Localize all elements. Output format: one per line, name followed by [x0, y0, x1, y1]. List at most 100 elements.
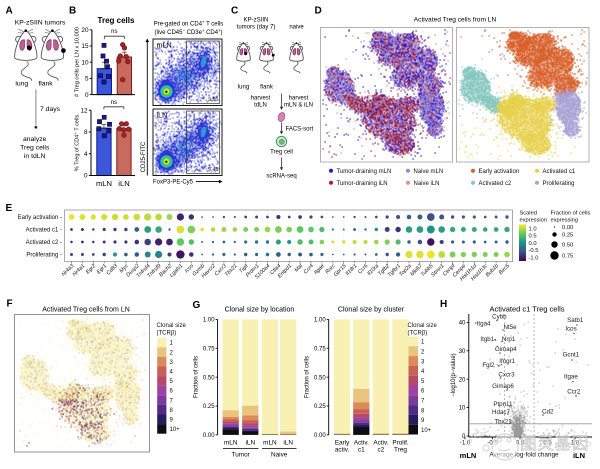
svg-text:lung: lung [238, 85, 249, 91]
svg-text:Treg cells: Treg cells [20, 145, 50, 152]
svg-text:9: 9 [170, 418, 174, 424]
svg-text:iLN: iLN [283, 440, 293, 447]
svg-text:10+: 10+ [421, 428, 432, 434]
svg-text:C: C [231, 6, 238, 17]
svg-text:Tumor: Tumor [232, 452, 251, 459]
svg-text:10: 10 [459, 406, 466, 412]
svg-text:8: 8 [421, 408, 425, 414]
svg-text:# Treg cells per LN x 10,000: # Treg cells per LN x 10,000 [75, 27, 81, 97]
svg-text:flank: flank [38, 81, 53, 88]
svg-text:Treg cells: Treg cells [98, 16, 135, 25]
svg-text:0.50: 0.50 [314, 375, 326, 381]
svg-text:Clonal size: Clonal size [408, 323, 438, 329]
svg-text:Cybb: Cybb [492, 313, 507, 320]
svg-text:0: 0 [462, 434, 466, 440]
svg-text:FoxP3-PE-Cy5: FoxP3-PE-Cy5 [153, 180, 194, 186]
svg-text:Itga4: Itga4 [477, 321, 491, 328]
svg-text:9.43: 9.43 [208, 167, 218, 173]
svg-text:B: B [69, 6, 76, 17]
svg-text:10: 10 [81, 59, 89, 66]
svg-text:E: E [6, 203, 13, 214]
svg-text:analyze: analyze [23, 136, 47, 143]
svg-text:Ptpn11: Ptpn11 [493, 401, 513, 408]
svg-text:30: 30 [459, 349, 466, 355]
svg-text:Proliferating -: Proliferating - [26, 253, 62, 259]
svg-text:Activ.: Activ. [373, 440, 388, 447]
svg-text:0.25: 0.25 [314, 404, 326, 410]
svg-text:0.00: 0.00 [562, 225, 573, 231]
svg-text:1: 1 [421, 340, 425, 346]
svg-text:Treg: Treg [394, 447, 407, 454]
svg-text:8: 8 [170, 408, 174, 414]
svg-text:7: 7 [421, 399, 425, 405]
svg-text:FACS-sort: FACS-sort [286, 127, 314, 133]
svg-text:1.00: 1.00 [203, 318, 215, 324]
svg-text:harvest: harvest [289, 96, 309, 102]
svg-text:mLN: mLN [96, 179, 112, 188]
svg-text:(live CD45− CD3e+ CD4+): (live CD45− CD3e+ CD4+) [154, 28, 222, 36]
svg-text:Clonal size: Clonal size [157, 323, 187, 329]
svg-text:naive: naive [289, 25, 304, 31]
svg-text:Activated c1 Treg cells: Activated c1 Treg cells [489, 305, 564, 314]
svg-text:iLN: iLN [157, 111, 168, 120]
svg-text:iLN: iLN [118, 179, 129, 188]
svg-text:Nrp1: Nrp1 [502, 336, 516, 343]
svg-text:Activated Treg cells from LN: Activated Treg cells from LN [42, 307, 130, 314]
svg-text:Cxcr3: Cxcr3 [498, 372, 515, 379]
svg-text:mLN: mLN [224, 440, 238, 447]
svg-text:ns: ns [111, 29, 117, 35]
svg-text:Activated Treg cells from LN: Activated Treg cells from LN [414, 17, 497, 24]
svg-text:activ.: activ. [335, 447, 350, 454]
svg-text:c2: c2 [378, 447, 385, 454]
svg-text:Tumor-draining iLN: Tumor-draining iLN [337, 181, 388, 187]
svg-text:-0.5: -0.5 [529, 248, 539, 254]
svg-text:F: F [7, 299, 13, 310]
svg-text:Cd2: Cd2 [542, 408, 554, 415]
svg-text:mLN: mLN [157, 41, 172, 50]
svg-text:Fraction of cells: Fraction of cells [194, 356, 200, 398]
svg-text:Icos: Icos [565, 325, 576, 332]
svg-text:3: 3 [421, 359, 425, 365]
svg-text:Clonal size by location: Clonal size by location [225, 307, 295, 314]
svg-text:4: 4 [170, 370, 174, 376]
svg-text:9: 9 [421, 418, 425, 424]
svg-text:1.0: 1.0 [571, 440, 580, 446]
svg-text:1.00: 1.00 [314, 318, 326, 324]
svg-text:Myc: Myc [119, 263, 130, 274]
svg-text:Naive mLN: Naive mLN [414, 169, 444, 175]
svg-text:Activated c2 -: Activated c2 - [26, 240, 62, 246]
svg-text:Gcnt1: Gcnt1 [563, 352, 580, 359]
svg-text:1.0: 1.0 [529, 226, 537, 232]
svg-text:0.50: 0.50 [562, 243, 573, 249]
svg-text:% Treg of CD4+ T cells: % Treg of CD4+ T cells [73, 115, 81, 172]
svg-text:Fraction of cells: Fraction of cells [305, 356, 311, 398]
svg-text:mLN & iLN: mLN & iLN [284, 103, 313, 109]
svg-text:Gimap6: Gimap6 [492, 383, 514, 390]
svg-text:0.00: 0.00 [203, 433, 215, 439]
svg-text:mLN: mLN [460, 451, 477, 460]
svg-text:5: 5 [170, 379, 174, 385]
svg-text:Nt5e: Nt5e [503, 324, 517, 331]
svg-text:12: 12 [80, 107, 88, 114]
svg-text:图灵基因: 图灵基因 [520, 434, 589, 453]
svg-text:Scaled: Scaled [520, 211, 537, 217]
svg-text:-1.0: -1.0 [460, 440, 471, 446]
svg-text:2: 2 [170, 350, 174, 356]
svg-text:Average log-fold change: Average log-fold change [489, 452, 559, 459]
svg-text:c1: c1 [358, 447, 365, 454]
svg-text:4: 4 [84, 151, 88, 158]
svg-text:A: A [6, 6, 13, 17]
svg-text:9.56: 9.56 [208, 97, 218, 103]
svg-text:scRNA-seq: scRNA-seq [266, 174, 296, 180]
svg-text:Itgae: Itgae [564, 374, 578, 381]
svg-text:G: G [193, 300, 201, 311]
svg-text:Early activation: Early activation [479, 169, 520, 175]
svg-text:CD25-FITC: CD25-FITC [141, 141, 147, 172]
svg-text:7 days: 7 days [40, 106, 61, 113]
svg-text:20: 20 [459, 377, 466, 383]
svg-text:Clonal size by cluster: Clonal size by cluster [338, 307, 405, 314]
svg-text:Fgl2 ~: Fgl2 ~ [482, 362, 500, 369]
svg-text:0.25: 0.25 [203, 404, 215, 410]
svg-text:0.0: 0.0 [529, 241, 537, 247]
svg-text:tdLN: tdLN [254, 103, 267, 109]
